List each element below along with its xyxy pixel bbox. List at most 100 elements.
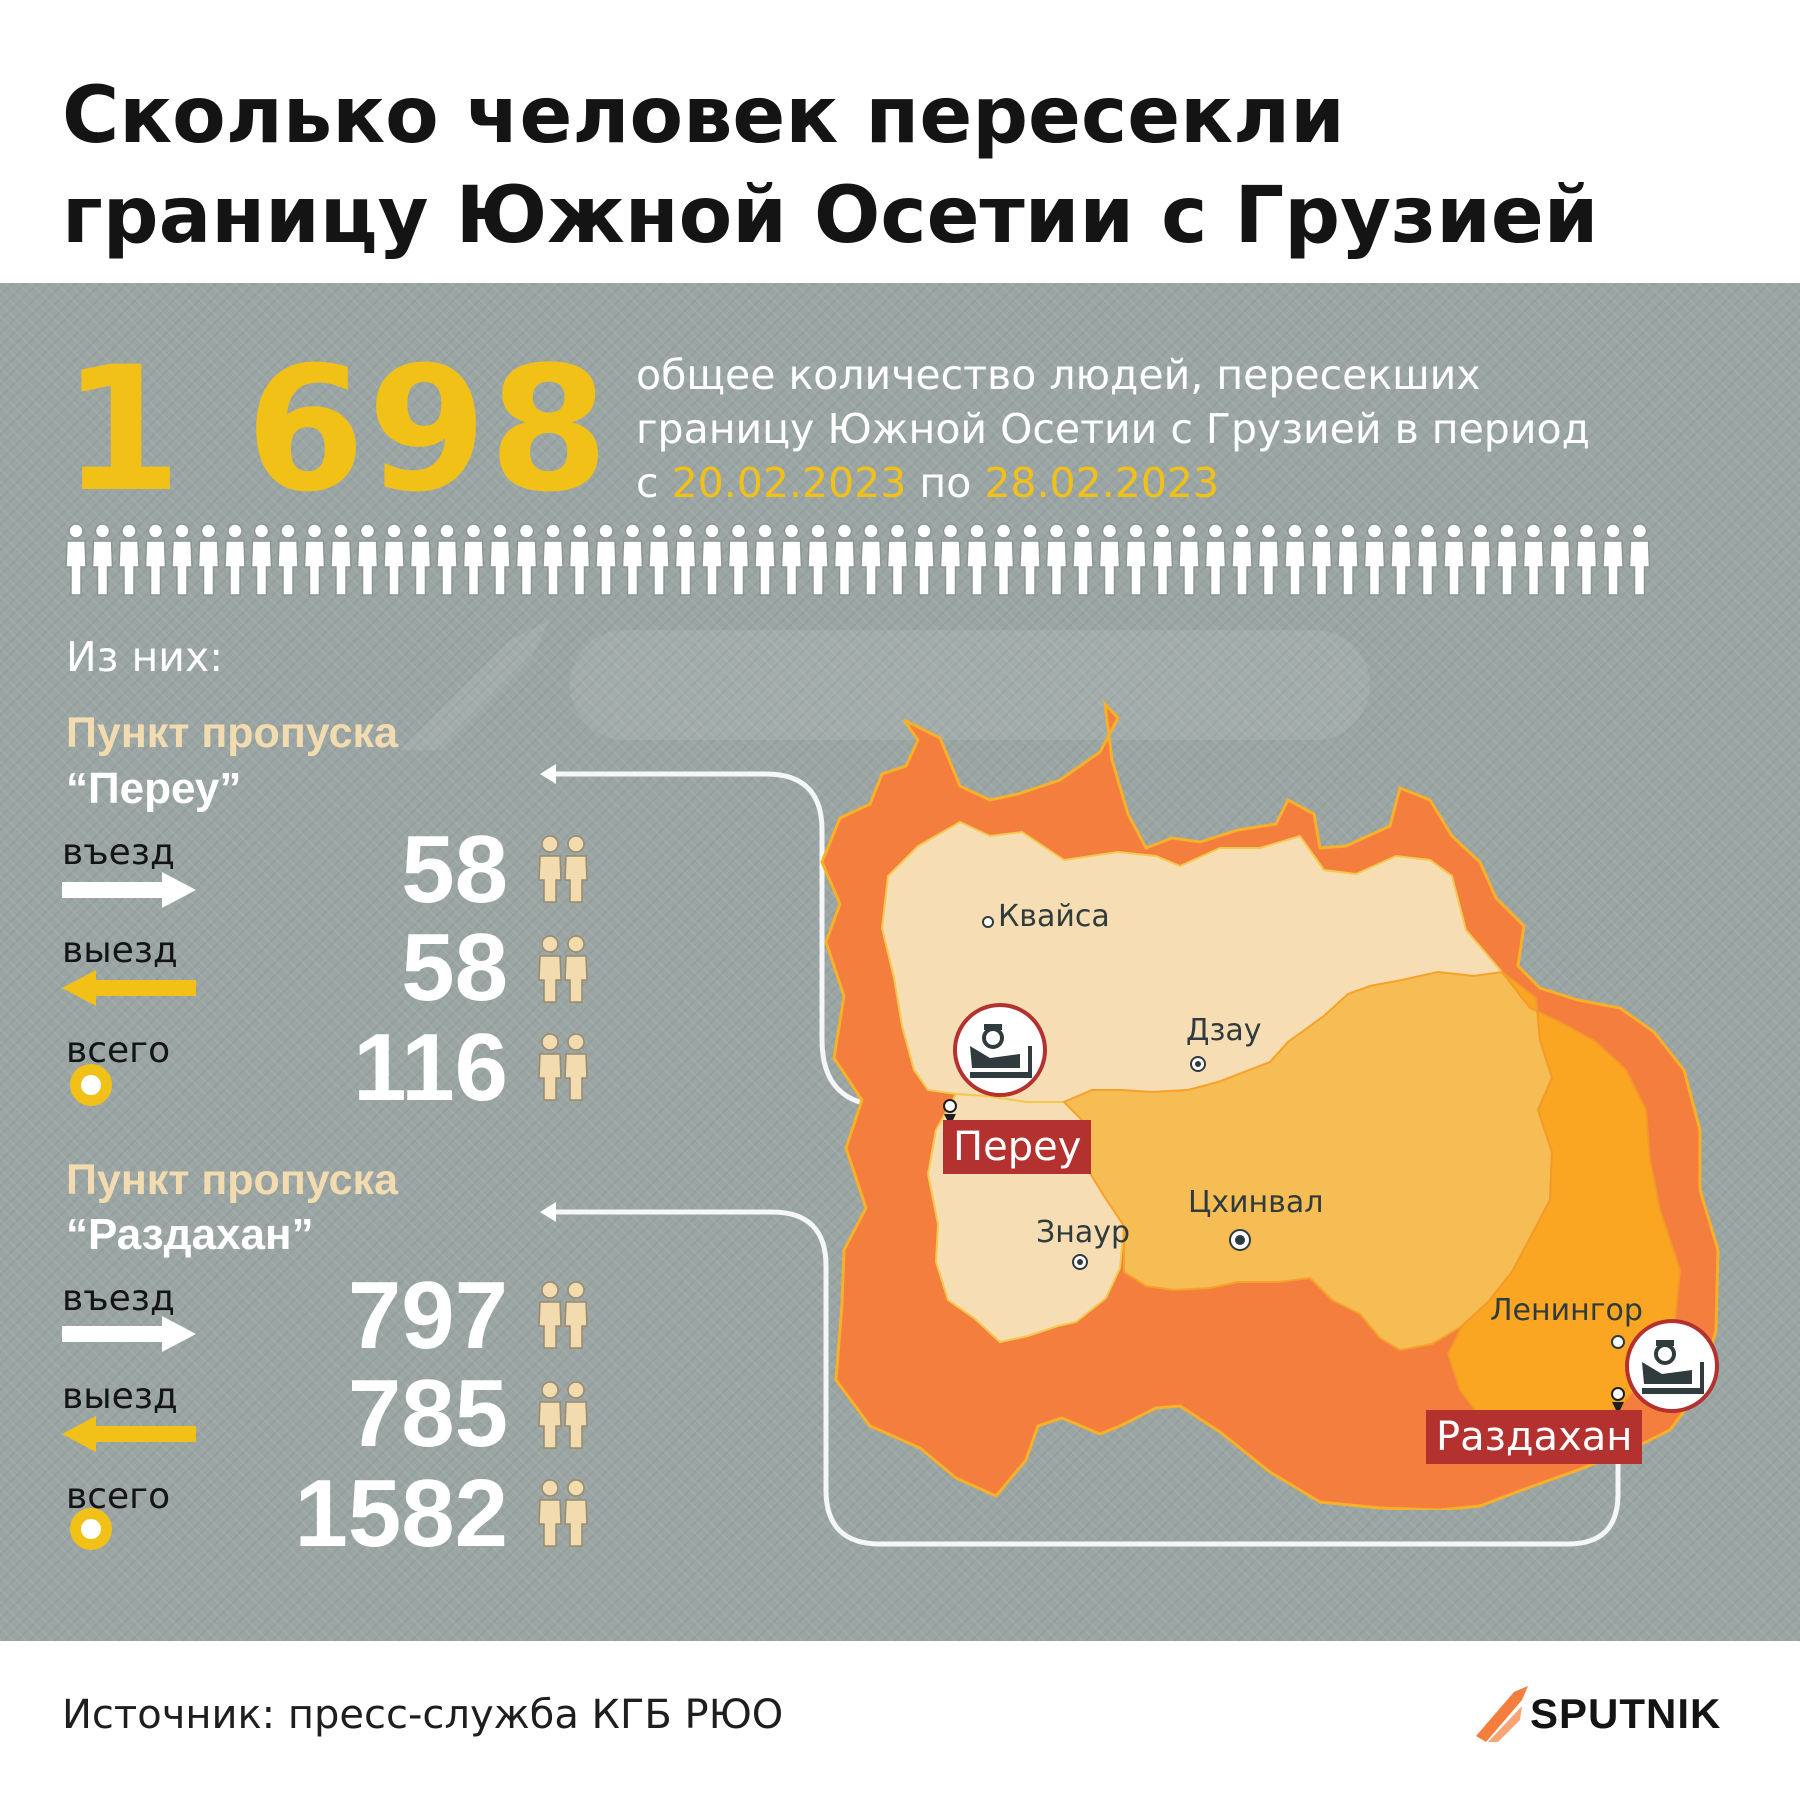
city-znaur: Знаур bbox=[1036, 1215, 1130, 1250]
person-icon bbox=[1602, 523, 1624, 596]
person-icon bbox=[595, 523, 617, 596]
person-icon bbox=[383, 523, 405, 596]
person-icon bbox=[1390, 523, 1412, 596]
person-icon bbox=[144, 523, 167, 596]
person-icon bbox=[701, 523, 723, 596]
person-icon bbox=[489, 523, 511, 596]
person-icon bbox=[1522, 523, 1545, 596]
person-icon bbox=[224, 523, 246, 596]
city-marker-leningor bbox=[1611, 1335, 1625, 1349]
south-ossetia-map: Квайса Дзау Знаур Цхинвал Ленингор bbox=[820, 699, 1720, 1510]
total-description-line-1: общее количество людей, пересекших bbox=[636, 351, 1481, 399]
razdakhan-total-value: 1582 bbox=[294, 1460, 508, 1567]
map-tag-pereu: Переу bbox=[943, 1120, 1092, 1174]
people-pair-icon bbox=[538, 835, 588, 903]
razdakhan-exit-value: 785 bbox=[347, 1360, 508, 1467]
razdakhan-connector-line bbox=[552, 1209, 1621, 1547]
person-icon bbox=[886, 523, 909, 596]
person-icon bbox=[1045, 523, 1068, 596]
people-pair-icon bbox=[538, 1479, 588, 1547]
person-icon bbox=[1337, 523, 1359, 596]
border-guard-icon bbox=[953, 1003, 1047, 1097]
period-from-prefix: с bbox=[636, 459, 659, 507]
checkpoint-razdakhan-name: “Раздахан” bbox=[66, 1210, 314, 1259]
person-icon bbox=[1204, 523, 1227, 596]
person-icon bbox=[436, 523, 458, 596]
person-icon bbox=[1178, 523, 1200, 596]
border-guard-icon bbox=[1625, 1319, 1719, 1413]
person-icon bbox=[860, 523, 882, 596]
pereu-connector-arrowhead bbox=[540, 764, 556, 784]
person-icon bbox=[515, 523, 538, 596]
map-tag-razdakhan: Раздахан bbox=[1426, 1410, 1643, 1464]
people-row-icon bbox=[65, 523, 1651, 596]
person-icon bbox=[1363, 523, 1386, 596]
person-icon bbox=[939, 523, 962, 596]
header: Сколько человек пересекли границу Южной … bbox=[0, 0, 1800, 283]
page-title-line-1: Сколько человек пересекли bbox=[62, 71, 1345, 161]
people-pair-icon bbox=[538, 1381, 588, 1449]
page-title: Сколько человек пересекли границу Южной … bbox=[62, 66, 1762, 266]
pereu-total-value: 116 bbox=[353, 1014, 508, 1121]
person-icon bbox=[356, 523, 379, 596]
total-description-line-3: с 20.02.2023 по 28.02.2023 bbox=[636, 456, 1756, 510]
person-icon bbox=[727, 523, 750, 596]
person-icon bbox=[807, 523, 829, 596]
page-title-line-2: границу Южной Осетии с Грузией bbox=[62, 171, 1599, 261]
person-icon bbox=[542, 523, 564, 596]
arrow-left-icon bbox=[62, 1416, 196, 1452]
person-icon bbox=[1284, 523, 1306, 596]
person-icon bbox=[118, 523, 140, 596]
person-icon bbox=[1416, 523, 1439, 596]
person-icon bbox=[462, 523, 485, 596]
total-description: общее количество людей, пересекших грани… bbox=[636, 348, 1756, 510]
razdakhan-entry-value: 797 bbox=[347, 1262, 508, 1369]
person-icon bbox=[1469, 523, 1492, 596]
person-icon bbox=[754, 523, 776, 596]
person-icon bbox=[330, 523, 352, 596]
person-icon bbox=[621, 523, 644, 596]
arrow-right-icon bbox=[62, 1316, 196, 1352]
sputnik-logo-text: SPUTNIK bbox=[1530, 1690, 1722, 1737]
source-text: Источник: пресс-служба КГБ РЮО bbox=[62, 1692, 784, 1738]
sputnik-logo-icon bbox=[1476, 1686, 1528, 1742]
pereu-exit-value: 58 bbox=[401, 914, 508, 1021]
person-icon bbox=[1443, 523, 1465, 596]
ring-icon bbox=[70, 1064, 112, 1106]
person-icon bbox=[1310, 523, 1333, 596]
arrow-right-icon bbox=[62, 872, 196, 908]
person-icon bbox=[1072, 523, 1094, 596]
city-kvaisa: Квайса bbox=[998, 899, 1110, 934]
person-icon bbox=[409, 523, 432, 596]
city-dzau: Дзау bbox=[1186, 1013, 1262, 1048]
person-icon bbox=[1151, 523, 1174, 596]
person-icon bbox=[992, 523, 1015, 596]
person-icon bbox=[1019, 523, 1041, 596]
person-icon bbox=[250, 523, 273, 596]
city-marker-kvaisa bbox=[982, 916, 994, 928]
person-icon bbox=[1231, 523, 1253, 596]
razdakhan-connector-arrowhead bbox=[540, 1202, 556, 1222]
person-icon bbox=[91, 523, 114, 596]
people-pair-icon bbox=[538, 1281, 588, 1349]
period-end-date: 28.02.2023 bbox=[984, 459, 1220, 507]
total-description-line-2: границу Южной Осетии с Грузией в период bbox=[636, 405, 1590, 453]
person-icon bbox=[1125, 523, 1147, 596]
checkpoint-razdakhan-title: Пункт пропуска bbox=[66, 1156, 398, 1204]
person-icon bbox=[913, 523, 935, 596]
person-icon bbox=[1257, 523, 1280, 596]
checkpoint-pin-razdakhan bbox=[1611, 1387, 1625, 1414]
person-icon bbox=[171, 523, 193, 596]
sputnik-watermark-icon bbox=[400, 620, 1370, 750]
connector-lines bbox=[540, 764, 1621, 1547]
person-icon bbox=[1496, 523, 1518, 596]
pereu-exit-label: выезд bbox=[62, 930, 178, 971]
pereu-entry-label: въезд bbox=[62, 832, 175, 873]
checkpoint-pereu-title: Пункт пропуска bbox=[66, 709, 398, 757]
person-icon bbox=[1549, 523, 1571, 596]
pereu-connector-line bbox=[552, 771, 945, 1109]
person-icon bbox=[303, 523, 326, 596]
person-icon bbox=[1628, 523, 1651, 596]
person-icon bbox=[780, 523, 803, 596]
person-icon bbox=[65, 523, 87, 596]
